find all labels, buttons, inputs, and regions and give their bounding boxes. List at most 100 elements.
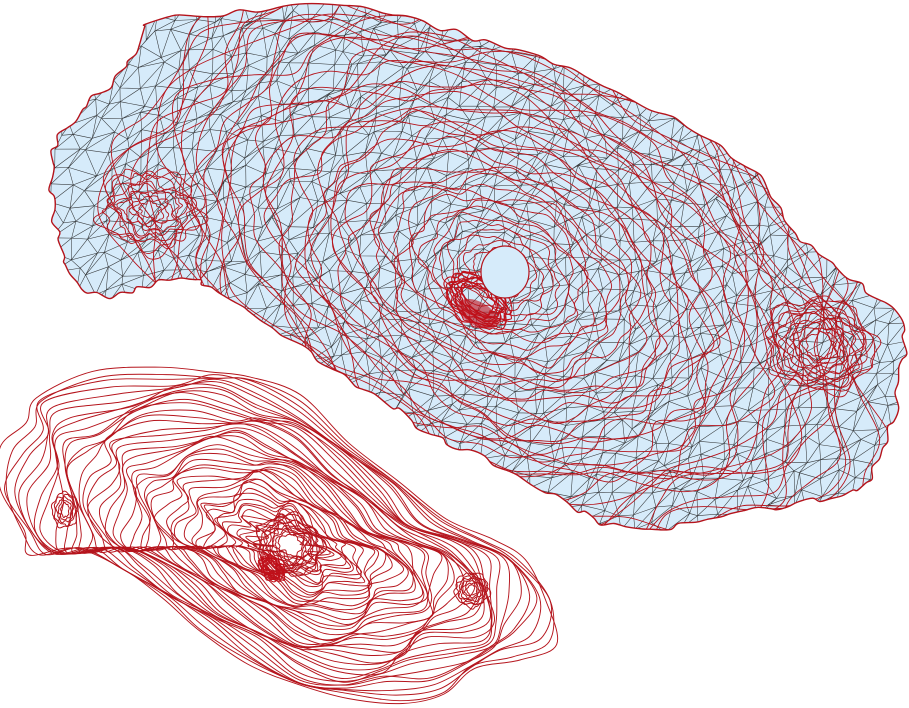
mesh-contour-line [168, 3, 849, 530]
mesh-west-contour-line [101, 171, 200, 255]
contour-line [66, 402, 495, 671]
mesh-contour-line [278, 83, 732, 463]
contour-line [62, 392, 493, 680]
mesh-west-contour-line [106, 170, 198, 250]
contour-line [144, 452, 428, 627]
contour-line [221, 504, 351, 584]
mesh-contour-line [331, 136, 668, 400]
mesh-contour-line [347, 149, 648, 385]
mesh-east-contour-line [778, 310, 858, 379]
contour-line [170, 469, 405, 608]
mesh-east-contour-line [798, 327, 841, 364]
peak-contour-line [463, 582, 481, 599]
crater-dense-contour-line [263, 559, 281, 578]
contour-line [14, 374, 542, 692]
mesh-contour-line [310, 110, 680, 425]
mesh-west-contour-line [116, 182, 180, 237]
crater-opening [480, 245, 530, 299]
crater-contour-line [263, 521, 315, 568]
peak-contour-line [466, 584, 478, 596]
contour-line [153, 467, 414, 615]
crater-contour-line [256, 513, 324, 575]
crater-contour-line [255, 511, 328, 577]
crater-contour-line [272, 527, 308, 561]
mesh-west-contour-line [138, 200, 162, 220]
contour-line [98, 427, 465, 648]
west-peak-contour-line [57, 499, 72, 521]
contour-line [86, 423, 479, 653]
mesh-contour-line [237, 59, 776, 478]
west-peak-contour-line [50, 490, 79, 529]
crater-contour-line [274, 530, 305, 558]
mesh-contour-line [293, 106, 721, 445]
mesh-east-contour-line [764, 295, 882, 398]
mesh-contour-line [222, 48, 758, 476]
contour-line [78, 414, 485, 664]
contour-line [150, 464, 416, 621]
mesh-contour-line [307, 120, 694, 426]
mesh-east-contour-line [805, 330, 837, 360]
contour-line [0, 366, 559, 705]
contour-line [166, 469, 409, 611]
mesh-contour-line [417, 205, 576, 335]
mesh-east-contour-line [792, 321, 845, 368]
mesh-contour-line [432, 211, 570, 331]
mesh-contour-line [411, 199, 589, 344]
contour-line [33, 383, 522, 686]
crater-shading [458, 298, 498, 330]
peak-contour-line [460, 577, 485, 603]
mesh-west-contour-line [128, 192, 170, 228]
mesh-east-contour-line [789, 318, 849, 369]
mesh-contour-line [295, 108, 715, 442]
crater-contour-line [262, 519, 320, 573]
crater-dense-contour-line [262, 558, 283, 579]
mesh-panel [48, 2, 908, 531]
west-peak-contour-line [53, 493, 78, 527]
mesh-west-contour-line [93, 167, 209, 260]
contour-line [64, 398, 492, 676]
mesh-east-contour-line [799, 327, 839, 362]
contour-line [214, 503, 354, 585]
contour-line [216, 498, 363, 588]
peak-contour-line [453, 572, 492, 610]
crater-contour-line [277, 533, 304, 557]
crater-dense-contour-line [257, 552, 286, 583]
contour-line [4, 377, 553, 696]
contour-line [134, 448, 425, 631]
mesh-contour-line [369, 166, 642, 389]
contour-line [87, 422, 476, 648]
mesh-contour-line [344, 148, 653, 391]
contour-line [129, 435, 433, 642]
mesh-contour-line [408, 193, 595, 351]
crater-contour-line [271, 527, 312, 565]
contour-line [104, 429, 455, 645]
mesh-contour-line [249, 65, 749, 480]
peak-contour-line [458, 576, 487, 605]
contour-line [173, 470, 393, 605]
contour-lines [0, 366, 559, 705]
contour-line [82, 419, 484, 656]
mesh-contour-line [263, 90, 713, 443]
crater-contour-line [268, 524, 314, 566]
mesh-contour-line [262, 80, 732, 455]
west-peak-contour-line [55, 496, 75, 524]
mesh-contour-line [377, 172, 621, 375]
mesh-west-contour-line [132, 196, 165, 225]
contour-line [54, 390, 501, 683]
peak-contour-line [462, 580, 482, 600]
contour-line [66, 409, 491, 666]
mesh-east-contour-line [767, 299, 876, 392]
contour-line [135, 444, 429, 636]
mesh-contour-line [393, 187, 607, 361]
west-peak-contour-line [60, 501, 70, 519]
mesh-west-contour-line [113, 180, 184, 239]
mesh-island-outline [48, 2, 908, 531]
contour-line [183, 478, 387, 602]
crater-dense-contour-line [258, 553, 286, 582]
mesh-east-contour-line [764, 297, 874, 388]
mesh-contour-line [323, 130, 689, 424]
contour-line [26, 381, 531, 686]
mesh-contour-line [439, 219, 561, 323]
mesh-contour-line [330, 126, 661, 404]
